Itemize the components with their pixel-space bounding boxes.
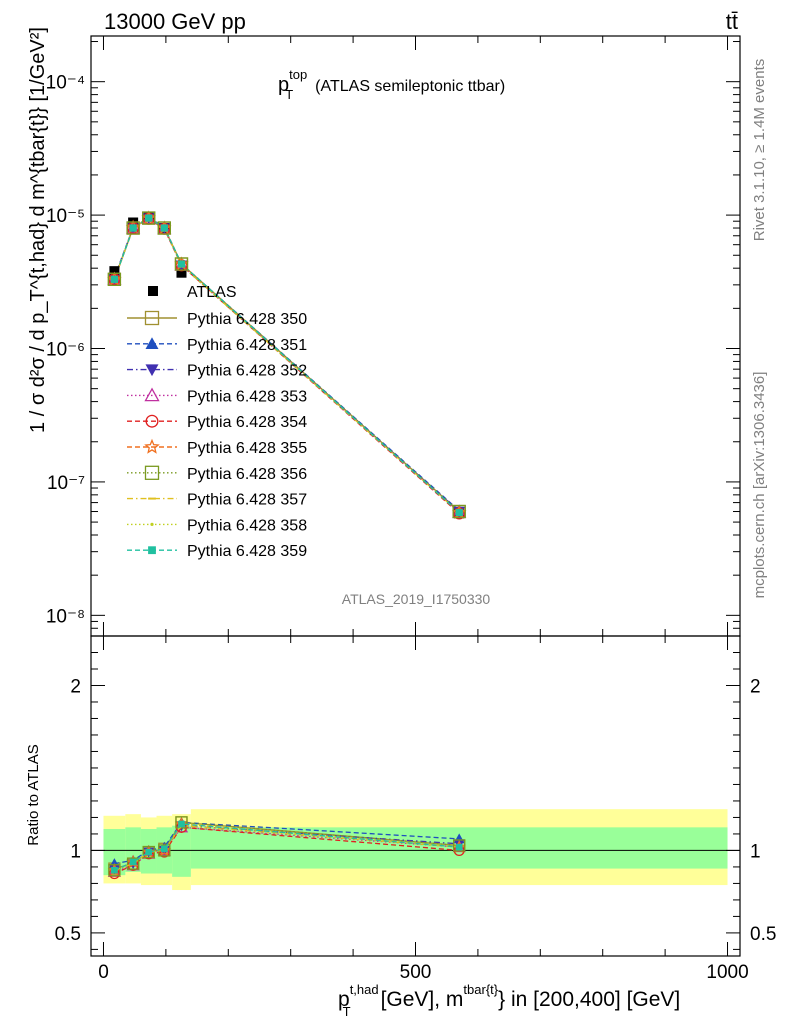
green-band-bin <box>172 825 191 877</box>
main-ytick-label: 10⁻⁸ <box>46 606 85 627</box>
ratio-marker-s5 <box>157 843 172 857</box>
main-ytick-label: 10⁻⁵ <box>46 206 85 227</box>
legend-label-7: Pythia 6.428 357 <box>187 492 307 509</box>
ratio-ytick-label-right: 2 <box>750 676 761 697</box>
xtick-label: 0 <box>98 962 109 983</box>
ratio-frame-border <box>90 635 741 957</box>
main-marker-s9 <box>455 508 463 517</box>
ratio-marker-s6 <box>108 864 121 877</box>
ratio-series-lines <box>107 816 467 880</box>
legend-label-3: Pythia 6.428 353 <box>187 388 307 405</box>
ratio-marker-s9 <box>129 858 137 866</box>
ratio-marker-s9 <box>111 866 118 874</box>
legend-marker-0 <box>144 310 160 326</box>
title-p: p <box>278 74 289 96</box>
ratio-marker-s6 <box>175 816 188 829</box>
ratio-ytick-label-left: 0.5 <box>55 924 81 945</box>
main-ytick-label: 10⁻⁴ <box>46 73 85 94</box>
legend: ATLAS Pythia 6.428 350 Pythia 6.428 351 Pyt… <box>127 284 307 560</box>
main-ylabel: 1 / σ d²σ / d p_T^{t,had} d m^{tbar{t}} … <box>27 27 49 433</box>
ratio-ytick-label-right: 0.5 <box>750 924 776 945</box>
legend-marker-8 <box>150 522 154 527</box>
main-marker-s9 <box>177 260 186 268</box>
xlabel-sup2: tbar{t} <box>463 982 498 997</box>
legend-label-0: Pythia 6.428 350 <box>187 311 307 328</box>
legend-label-9: Pythia 6.428 359 <box>187 543 307 560</box>
legend-label-5: Pythia 6.428 355 <box>187 440 307 457</box>
main-series-markers <box>107 210 467 520</box>
legend-label-1: Pythia 6.428 351 <box>187 337 307 354</box>
legend-marker-4 <box>145 414 159 428</box>
main-marker-s6 <box>174 257 189 271</box>
main-series-lines <box>113 216 460 515</box>
legend-marker-5 <box>144 438 160 454</box>
energy-label: 13000 GeV pp <box>104 9 246 34</box>
atlas-data-point <box>109 266 120 277</box>
main-series-line-9 <box>113 217 460 514</box>
legend-marker-2 <box>145 364 159 377</box>
main-ytick-label: 10⁻⁷ <box>47 473 85 494</box>
legend-atlas-marker <box>148 286 158 296</box>
title-sup: top <box>289 67 307 82</box>
ratio-ytick-label-right: 1 <box>750 841 761 862</box>
main-marker-s6 <box>142 211 156 225</box>
main-marker-s9 <box>110 275 119 283</box>
xlabel-rest: } in [200,400] [GeV] <box>498 988 680 1011</box>
main-marker-s6 <box>126 221 140 235</box>
ratio-marker-s9 <box>455 843 463 851</box>
xtick-label: 500 <box>400 962 432 983</box>
legend-atlas-label: ATLAS <box>187 284 237 301</box>
legend-marker-3 <box>144 387 160 402</box>
legend-label-8: Pythia 6.428 358 <box>187 517 307 534</box>
main-marker-s6 <box>157 221 171 235</box>
ratio-series-line-1 <box>114 821 460 865</box>
ratio-marker-s9 <box>161 845 168 853</box>
legend-label-6: Pythia 6.428 356 <box>187 466 307 483</box>
main-marker-s6 <box>107 272 122 286</box>
legend-label-2: Pythia 6.428 352 <box>187 363 307 380</box>
ratio-marker-s6 <box>126 857 140 870</box>
xlabel-sub: T <box>343 1004 351 1019</box>
ratio-marker-s9 <box>178 820 185 828</box>
main-title: ptop T (ATLAS semileptonic ttbar) <box>278 67 505 102</box>
xtick-label: 1000 <box>706 962 748 983</box>
legend-label-4: Pythia 6.428 354 <box>187 414 307 431</box>
process-label: tt̄ <box>726 9 738 34</box>
ratio-ytick-label-left: 2 <box>70 676 81 697</box>
legend-marker-9 <box>148 546 156 555</box>
mcplots-label: mcplots.cern.ch [arXiv:1306.3436] <box>751 372 768 599</box>
legend-marker-1 <box>145 337 159 349</box>
xlabel-mid: [GeV], m <box>381 988 464 1011</box>
xlabel-p: p <box>338 988 350 1011</box>
main-marker-s9 <box>145 214 153 222</box>
legend-marker-6 <box>144 465 160 480</box>
analysis-watermark: ATLAS_2019_I1750330 <box>342 591 491 607</box>
ratio-marker-s6 <box>453 839 466 852</box>
title-sub: T <box>285 87 293 102</box>
main-marker-s6 <box>452 504 466 519</box>
ratio-ylabel: Ratio to ATLAS <box>25 744 42 845</box>
rivet-label: Rivet 3.1.10, ≥ 1.4M events <box>751 59 768 242</box>
ratio-marker-s9 <box>145 848 153 856</box>
ratio-ytick-label-left: 1 <box>70 841 81 862</box>
atlas-data-point <box>176 267 187 278</box>
title-rest: (ATLAS semileptonic ttbar) <box>315 78 505 95</box>
main-marker-s9 <box>160 224 168 232</box>
main-marker-s9 <box>129 224 137 232</box>
main-ytick-label: 10⁻⁶ <box>46 340 85 361</box>
ratio-uncertainty-bands <box>103 809 728 891</box>
ratio-xlabel: pt,had T [GeV], mtbar{t}} in [200,400] [Ge… <box>338 982 680 1019</box>
xlabel-sup: t,had <box>350 982 379 997</box>
